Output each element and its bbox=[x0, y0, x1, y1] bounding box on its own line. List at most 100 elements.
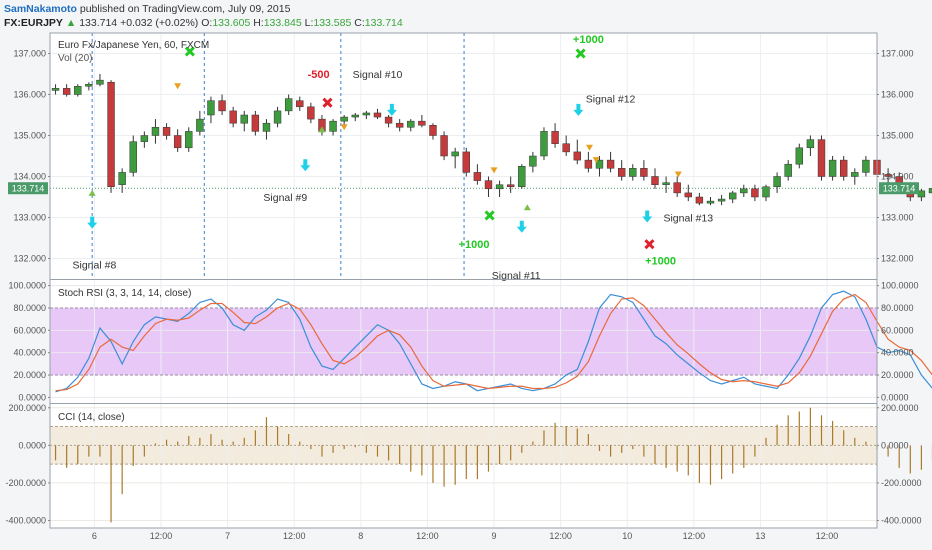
signal-down-marker bbox=[340, 124, 348, 131]
x-axis-label: 12:00 bbox=[283, 531, 306, 541]
loss-cross-icon bbox=[322, 97, 333, 108]
y-axis-label-left: 40.0000 bbox=[13, 348, 46, 358]
candle-body bbox=[273, 110, 282, 124]
last-price: 133.714 bbox=[79, 17, 118, 29]
price-change: +0.032 (+0.02%) bbox=[120, 17, 199, 29]
close-value: 133.714 bbox=[364, 17, 403, 29]
x-axis-label: 12:00 bbox=[150, 531, 173, 541]
open-value: 133.605 bbox=[212, 17, 251, 29]
x-axis-label: 12:00 bbox=[816, 531, 839, 541]
candle-body bbox=[185, 131, 193, 149]
candle-body bbox=[107, 81, 115, 187]
candle-body bbox=[384, 116, 393, 124]
y-axis-label-right: 60.0000 bbox=[881, 325, 914, 335]
candle-body bbox=[118, 172, 126, 185]
candle-body bbox=[529, 155, 537, 167]
candle-body bbox=[218, 100, 226, 112]
signal-label: Signal #9 bbox=[263, 192, 307, 204]
candle-body bbox=[617, 168, 626, 177]
candle-body bbox=[429, 125, 437, 136]
y-axis-label-left: 60.0000 bbox=[13, 325, 46, 335]
author-link[interactable]: SamNakamoto bbox=[4, 3, 77, 15]
y-axis-label-left: 20.0000 bbox=[13, 370, 46, 380]
candle-body bbox=[418, 120, 426, 126]
candle-body bbox=[606, 159, 615, 169]
x-axis-label: 12:00 bbox=[683, 531, 706, 541]
signal-arrow-icon bbox=[516, 220, 527, 233]
x-axis-label: 8 bbox=[358, 531, 363, 541]
low-label: L: bbox=[304, 17, 314, 29]
y-axis-label-left: -200.0000 bbox=[5, 478, 46, 488]
candle-body bbox=[640, 168, 648, 177]
up-triangle-icon: ▲ bbox=[65, 17, 77, 29]
candle-body bbox=[74, 86, 82, 95]
candle-body bbox=[296, 100, 304, 108]
y-axis-label-left: -400.0000 bbox=[5, 515, 46, 525]
candle-body bbox=[395, 122, 404, 128]
candle-body bbox=[440, 135, 448, 157]
candle-body bbox=[151, 127, 160, 136]
candle-body bbox=[284, 98, 293, 112]
candle-body bbox=[928, 188, 932, 194]
candle-body bbox=[562, 143, 570, 153]
candle-body bbox=[307, 106, 315, 120]
price-pane-title: Euro Fx/Japanese Yen, 60, FXCM bbox=[58, 40, 209, 51]
candle-body bbox=[540, 131, 548, 157]
candle-body bbox=[840, 159, 848, 177]
candle-body bbox=[196, 118, 204, 132]
candle-body bbox=[96, 79, 104, 85]
y-axis-label-right: 134.000 bbox=[881, 172, 914, 182]
candle-body bbox=[173, 135, 182, 149]
y-axis-label-left: 134.000 bbox=[13, 172, 46, 182]
signal-arrow-icon bbox=[300, 159, 311, 172]
chart-header: SamNakamoto published on TradingView.com… bbox=[4, 2, 924, 32]
signal-arrow-icon bbox=[87, 216, 98, 229]
publish-line: SamNakamoto published on TradingView.com… bbox=[4, 2, 924, 16]
candle-body bbox=[595, 159, 604, 169]
last-price-tag-text: 133.714 bbox=[883, 184, 916, 194]
symbol-label[interactable]: FX:EURJPY bbox=[4, 17, 63, 29]
win-cross-icon bbox=[575, 48, 586, 59]
candle-body bbox=[717, 198, 726, 202]
x-axis-label: 13 bbox=[755, 531, 765, 541]
close-label: C: bbox=[354, 17, 365, 29]
candle-body bbox=[740, 188, 748, 194]
x-axis-label: 6 bbox=[92, 531, 97, 541]
candle-body bbox=[518, 166, 526, 187]
candle-body bbox=[551, 131, 559, 144]
candle-body bbox=[473, 172, 482, 181]
candle-body bbox=[662, 182, 670, 185]
last-price-tag-text: 133.714 bbox=[12, 184, 45, 194]
candle-body bbox=[773, 176, 781, 187]
candle-body bbox=[207, 100, 215, 116]
signal-label: Signal #11 bbox=[492, 270, 541, 282]
stoch-rsi-title: Stoch RSI (3, 3, 14, 14, close) bbox=[58, 288, 191, 299]
signal-up-marker bbox=[88, 189, 96, 196]
y-axis-label-right: 136.000 bbox=[881, 90, 914, 100]
candle-body bbox=[62, 88, 71, 95]
high-value: 133.845 bbox=[263, 17, 302, 29]
y-axis-label-left: 100.0000 bbox=[8, 281, 46, 291]
open-label: O: bbox=[201, 17, 213, 29]
x-axis-label: 12:00 bbox=[549, 531, 572, 541]
win-cross-icon bbox=[484, 210, 495, 221]
y-axis-label-right: 0.0000 bbox=[881, 392, 909, 402]
y-axis-label-right: 132.000 bbox=[881, 254, 914, 264]
y-axis-label-right: 0.0000 bbox=[881, 440, 909, 450]
last-price-tag bbox=[8, 182, 48, 195]
candle-body bbox=[506, 184, 515, 187]
candle-body bbox=[129, 141, 137, 173]
signal-arrow-icon bbox=[573, 103, 584, 116]
y-axis-label-right: 100.0000 bbox=[881, 281, 919, 291]
candle-body bbox=[251, 114, 260, 132]
signal-up-marker bbox=[318, 126, 326, 133]
candle-body bbox=[407, 120, 415, 128]
signal-down-marker bbox=[592, 157, 600, 164]
candle-body bbox=[795, 147, 803, 165]
y-axis-label-left: 132.000 bbox=[13, 254, 46, 264]
signal-up-marker bbox=[523, 204, 531, 211]
y-axis-label-right: 137.000 bbox=[881, 49, 914, 59]
signal-arrow-icon bbox=[386, 103, 397, 116]
y-axis-label-right: 20.0000 bbox=[881, 370, 914, 380]
